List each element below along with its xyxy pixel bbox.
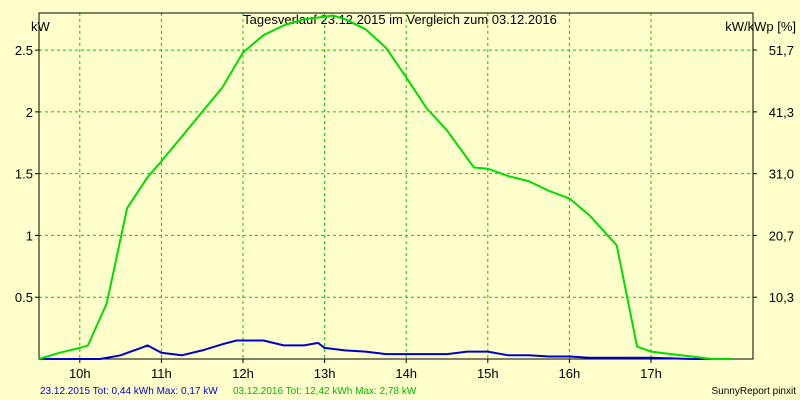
- plot-frame: [38, 12, 754, 360]
- x-tick-label-0: 10h: [69, 366, 91, 381]
- legend-green: 03.12.2016 Tot: 12,42 kWh Max: 2,78 kW: [233, 386, 417, 397]
- y-axis-right-ticks: 10,3 20,7 31,0 41,3 51,7: [753, 43, 794, 305]
- x-tick-label-2: 12h: [232, 366, 254, 381]
- y-left-tick-label-1: 1: [26, 228, 33, 243]
- x-axis-ticks: 10h 11h 12h 13h 14h 15h 16h 17h: [69, 359, 662, 381]
- legend-blue: 23.12.2015 Tot: 0,44 kWh Max: 0,17 kW: [40, 386, 218, 397]
- y-left-tick-label-3: 2: [26, 105, 33, 120]
- y-right-tick-label-1: 20,7: [769, 228, 794, 243]
- grid: [39, 13, 753, 359]
- series-line-0: [39, 339, 733, 360]
- y-left-tick-label-4: 2.5: [15, 43, 33, 58]
- series-layer: [38, 14, 733, 360]
- x-tick-label-5: 15h: [477, 366, 499, 381]
- chart-title: Tagesverlauf 23.12.2015 im Vergleich zum…: [243, 12, 557, 27]
- x-tick-label-3: 13h: [314, 366, 336, 381]
- x-tick-label-1: 11h: [151, 366, 172, 381]
- y-right-tick-label-4: 51,7: [769, 43, 794, 58]
- y-left-tick-label-0: 0.5: [15, 290, 33, 305]
- y-right-tick-label-2: 31,0: [769, 167, 794, 182]
- x-tick-label-7: 17h: [640, 366, 662, 381]
- x-tick-label-4: 14h: [395, 366, 417, 381]
- y-axis-left-label: kW: [31, 19, 51, 34]
- y-axis-left-ticks: 0.5 1 1.5 2 2.5: [15, 43, 39, 305]
- x-tick-label-6: 16h: [559, 366, 581, 381]
- y-right-tick-label-3: 41,3: [769, 105, 794, 120]
- y-right-tick-label-0: 10,3: [769, 290, 794, 305]
- series-line-1: [38, 14, 733, 360]
- y-axis-right-label: kW/kWp [%]: [725, 19, 796, 34]
- credit-text: SunnyReport pinxit: [712, 386, 797, 397]
- y-left-tick-label-2: 1.5: [15, 167, 33, 182]
